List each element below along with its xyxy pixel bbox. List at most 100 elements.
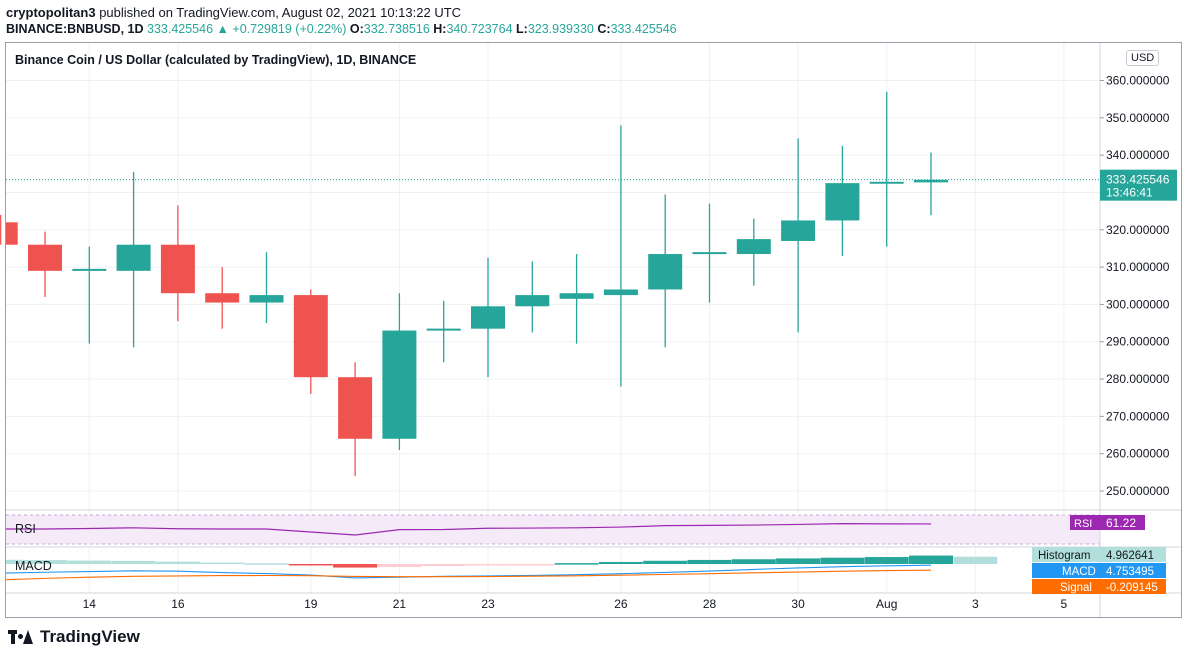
open-value: 332.738516 — [363, 22, 430, 36]
macd-histogram-bar — [288, 564, 333, 566]
candle-body — [559, 293, 594, 299]
candles — [0, 91, 948, 477]
candle — [648, 194, 683, 348]
candle-body — [914, 179, 948, 183]
author-name[interactable]: cryptopolitan3 — [6, 5, 96, 20]
rsi-pane: RSI RSI 61.22 — [6, 515, 1145, 536]
price-tick-label: 300.000000 — [1106, 297, 1170, 311]
candle — [603, 125, 638, 387]
tradingview-logo[interactable]: TradingView — [8, 627, 140, 647]
price-tick-label: 260.000000 — [1106, 447, 1170, 461]
candle — [515, 261, 550, 333]
candle — [382, 293, 417, 450]
macd-legend-name: MACD — [1062, 566, 1096, 578]
macd-histogram-bar — [953, 556, 998, 564]
macd-legend-value-badge — [1100, 547, 1166, 562]
price-tick-label: 250.000000 — [1106, 484, 1170, 498]
chart-frame — [5, 42, 1182, 618]
rsi-name-badge — [1070, 515, 1100, 530]
candle — [471, 257, 505, 378]
price-tick-label: 340.000000 — [1106, 148, 1170, 162]
candle — [869, 91, 904, 247]
time-tick-label: 21 — [393, 597, 407, 611]
close-label: C: — [597, 22, 611, 36]
time-axis: 14 16 19 21 23 26 28 30 Aug 3 5 — [83, 597, 1068, 611]
candle-body — [249, 295, 284, 303]
candle-body — [116, 244, 151, 271]
tradingview-brand: TradingView — [40, 627, 140, 646]
macd-legend-value: 4.753495 — [1106, 566, 1154, 578]
time-tick-label: 28 — [703, 597, 717, 611]
time-tick-label: 23 — [481, 597, 495, 611]
candle — [72, 246, 107, 344]
macd-histogram-bar — [820, 557, 865, 564]
close-value: 333.425546 — [610, 22, 677, 36]
candle — [559, 254, 594, 344]
price-tick-label: 310.000000 — [1106, 260, 1170, 274]
up-arrow-icon: ▲ — [216, 22, 229, 36]
candle — [0, 214, 18, 245]
countdown-label: 13:46:41 — [1106, 186, 1153, 200]
macd-histogram-bar — [111, 560, 156, 564]
candle-body — [205, 293, 240, 303]
candle-body — [736, 239, 771, 255]
macd-legend-name-badge — [1032, 563, 1100, 578]
candle-body — [382, 330, 417, 439]
candle — [338, 362, 373, 477]
macd-histogram-bar — [864, 557, 909, 564]
candle — [426, 300, 461, 363]
macd-histogram-bar — [598, 561, 643, 564]
rsi-title: RSI — [15, 522, 36, 536]
price-axis: 360.000000350.000000340.000000330.000000… — [1100, 74, 1170, 498]
rsi-value-badge — [1100, 515, 1145, 530]
chart-title: Binance Coin / US Dollar (calculated by … — [15, 53, 417, 67]
macd-pane: MACD Histogram 4.962641 MACD 4.753495 Signal -… — [5, 547, 1166, 594]
price-tick-label: 320.000000 — [1106, 223, 1170, 237]
candle — [205, 267, 240, 329]
macd-legend-value-badge — [1100, 579, 1166, 594]
macd-histogram-bar — [23, 560, 67, 564]
last-price-badge — [1100, 169, 1177, 201]
macd-histogram-bar — [244, 563, 289, 565]
candle-body — [692, 252, 727, 255]
candle — [293, 289, 328, 394]
candle-body — [293, 295, 328, 378]
ohlc-legend: BINANCE:BNBUSD, 1D 333.425546 ▲ +0.72981… — [6, 22, 677, 36]
price-tick-label: 280.000000 — [1106, 372, 1170, 386]
time-tick-label: 5 — [1061, 597, 1068, 611]
candle-body — [781, 220, 816, 241]
time-tick-label: Aug — [876, 597, 897, 611]
time-tick-label: 30 — [791, 597, 805, 611]
rsi-line — [6, 522, 932, 536]
macd-histogram-bar — [554, 563, 599, 565]
currency-button[interactable]: USD — [1126, 50, 1160, 66]
time-tick-label: 3 — [972, 597, 979, 611]
macd-legend-value-badge — [1100, 563, 1166, 578]
macd-histogram-bar — [377, 564, 422, 568]
macd-histogram-bar — [67, 560, 112, 564]
rsi-band — [6, 515, 1100, 544]
candle — [160, 205, 195, 322]
macd-legend-name: Histogram — [1038, 550, 1090, 562]
macd-histogram-bar — [155, 561, 200, 564]
candle-body — [648, 254, 683, 290]
macd-histogram-bar — [6, 559, 23, 564]
macd-legend-name: Signal — [1060, 582, 1092, 594]
macd-legend-name-badge — [1032, 579, 1100, 594]
candle — [914, 152, 948, 216]
candle — [249, 252, 284, 324]
candle-body — [72, 268, 107, 271]
macd-histogram-bar — [466, 564, 510, 566]
rsi-value-label: 61.22 — [1106, 516, 1136, 530]
symbol-label: BINANCE:BNBUSD, 1D — [6, 22, 144, 36]
tradingview-logo-icon — [8, 630, 34, 644]
macd-histogram-bar — [731, 559, 776, 564]
macd-title: MACD — [15, 559, 52, 573]
signal-line — [5, 569, 932, 581]
candle-body — [338, 377, 373, 439]
candle-body — [160, 244, 195, 294]
macd-legend-value: 4.962641 — [1106, 550, 1154, 562]
candle-body — [603, 289, 638, 296]
candle-body — [471, 306, 505, 329]
